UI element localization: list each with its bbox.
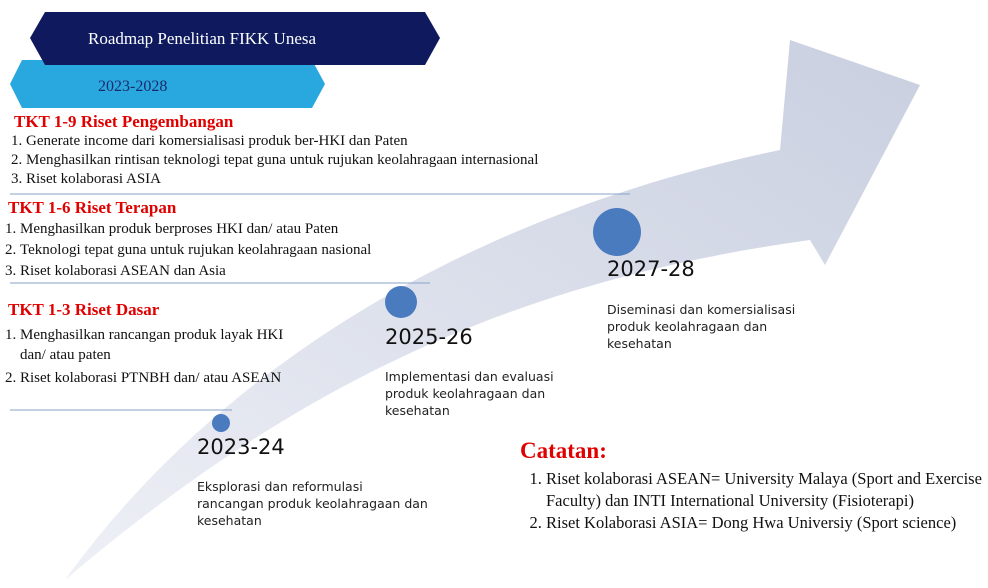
section-title: TKT 1-3 Riset Dasar <box>8 300 160 319</box>
list-item: Riset kolaborasi ASIA <box>26 170 676 189</box>
list-item: Riset kolaborasi ASEAN dan Asia <box>20 261 480 282</box>
section-list: Generate income dari komersialisasi prod… <box>0 132 676 189</box>
milestone-period: 2027-28 <box>607 257 695 281</box>
notes-list: Riset kolaborasi ASEAN= University Malay… <box>520 468 988 534</box>
section-list: Menghasilkan rancangan produk layak HKI … <box>0 325 290 388</box>
milestone-period: 2025-26 <box>385 325 473 349</box>
list-item: Menghasilkan rintisan teknologi tepat gu… <box>26 151 676 170</box>
milestone-dot <box>593 208 641 256</box>
list-item: Menghasilkan rancangan produk layak HKI … <box>20 325 290 365</box>
list-item: Teknologi tepat guna untuk rujukan keola… <box>20 240 480 261</box>
note-item: Riset Kolaborasi ASIA= Dong Hwa Universi… <box>546 512 988 534</box>
dark-banner <box>30 12 440 65</box>
light-banner <box>10 60 325 108</box>
list-item: Menghasilkan produk berproses HKI dan/ a… <box>20 219 480 240</box>
milestone-dot <box>385 286 417 318</box>
arrow <box>65 40 920 580</box>
milestone-period: 2023-24 <box>197 435 285 459</box>
milestone-description: Eksplorasi dan reformulasi rancangan pro… <box>197 479 428 528</box>
note-item: Riset kolaborasi ASEAN= University Malay… <box>546 468 988 512</box>
milestone-description: Diseminasi dan komersialisasi produk keo… <box>607 302 796 351</box>
list-item: Riset kolaborasi PTNBH dan/ atau ASEAN <box>20 368 290 388</box>
list-item: Generate income dari komersialisasi prod… <box>26 132 676 151</box>
section-list: Menghasilkan produk berproses HKI dan/ a… <box>0 219 480 282</box>
header-period: 2023-2028 <box>98 78 168 95</box>
section-title: TKT 1-6 Riset Terapan <box>8 198 177 217</box>
notes-title: Catatan: <box>520 438 607 463</box>
section-title: TKT 1-9 Riset Pengembangan <box>14 112 234 131</box>
header-title: Roadmap Penelitian FIKK Unesa <box>88 29 317 48</box>
milestone-description: Implementasi dan evaluasi produk keolahr… <box>385 369 554 418</box>
milestone-dot <box>212 414 230 432</box>
